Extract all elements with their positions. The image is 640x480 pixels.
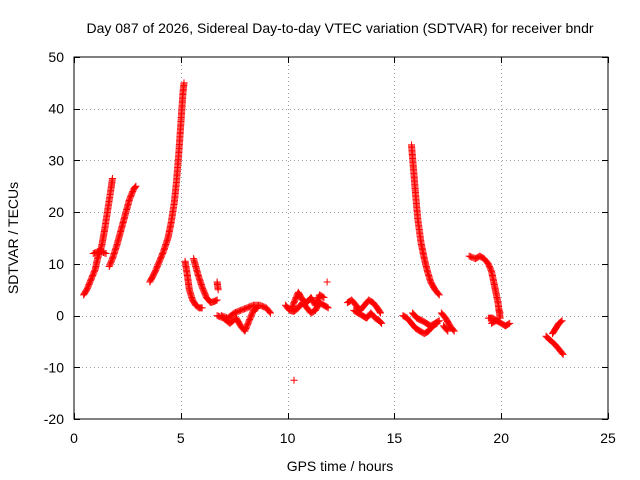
data-point xyxy=(491,317,499,325)
data-point xyxy=(434,290,442,298)
data-series-segment xyxy=(488,317,500,327)
data-series-segment xyxy=(290,376,298,384)
data-point xyxy=(131,183,139,191)
chart-title: Day 087 of 2026, Sidereal Day-to-day VTE… xyxy=(86,20,593,36)
data-series-segment xyxy=(181,257,206,312)
data-series-segment xyxy=(542,332,567,358)
data-series-segment xyxy=(437,309,458,335)
data-point xyxy=(132,182,140,190)
data-series-segment xyxy=(409,309,443,330)
data-point xyxy=(212,297,220,305)
data-series-segment xyxy=(343,296,385,317)
data-point xyxy=(558,349,566,357)
y-tick-label: 40 xyxy=(48,101,64,117)
data-series-segment xyxy=(190,255,221,307)
data-series-segment xyxy=(213,278,222,294)
data-point xyxy=(376,308,384,316)
data-point xyxy=(558,317,566,325)
data-series-segment xyxy=(89,247,110,258)
y-tick-label: -20 xyxy=(44,411,64,427)
data-point xyxy=(506,319,514,327)
data-point xyxy=(435,317,443,325)
data-series-segment xyxy=(80,175,116,299)
grid-lines xyxy=(74,57,608,419)
data-series-segment xyxy=(213,304,262,335)
y-tick-label: 50 xyxy=(48,49,64,65)
data-series-segment xyxy=(399,312,441,338)
data-point xyxy=(450,327,458,335)
data-point xyxy=(131,184,139,192)
data-series-segment xyxy=(146,79,188,286)
data-point xyxy=(449,326,457,334)
data-point xyxy=(320,293,328,301)
y-tick-label: 10 xyxy=(48,256,64,272)
data-point xyxy=(266,308,274,316)
data-point xyxy=(214,286,222,294)
y-axis-title: SDTVAR / TECUs xyxy=(5,182,21,294)
y-tick-label: 0 xyxy=(56,308,64,324)
data-point xyxy=(108,175,116,183)
data-point xyxy=(505,320,513,328)
data-point xyxy=(290,376,298,384)
data-point xyxy=(496,308,504,316)
data-series-segment xyxy=(288,288,328,312)
y-tick-label: 20 xyxy=(48,204,64,220)
data-series-segment xyxy=(440,322,452,335)
data-point xyxy=(102,250,110,258)
data-series-segment xyxy=(323,278,331,286)
data-series-segment xyxy=(495,306,504,317)
data-point xyxy=(101,249,109,257)
data-point xyxy=(324,304,332,312)
data-point xyxy=(443,326,451,334)
data-series-segment xyxy=(407,141,443,299)
data-point xyxy=(267,309,275,317)
data-point xyxy=(557,318,565,326)
x-tick-label: 20 xyxy=(493,430,509,446)
data-series-segment xyxy=(350,306,386,327)
x-tick-label: 0 xyxy=(70,430,78,446)
plot-frame xyxy=(73,56,609,420)
data-point xyxy=(444,327,452,335)
data-point xyxy=(323,303,331,311)
data-point xyxy=(559,350,567,358)
x-tick-label: 10 xyxy=(280,430,296,446)
y-tick-label: -10 xyxy=(44,359,64,375)
data-point xyxy=(492,317,500,325)
data-point xyxy=(377,318,385,326)
data-point xyxy=(496,309,504,317)
data-series-segment xyxy=(465,252,504,322)
data-point xyxy=(377,309,385,317)
data-point xyxy=(378,319,386,327)
data-point xyxy=(213,296,221,304)
x-axis-title: GPS time / hours xyxy=(287,458,394,474)
data-series-segment xyxy=(548,317,566,338)
y-tick-label: 30 xyxy=(48,152,64,168)
axis-ticks: 0 5 10 15 20 25 -20 -10 0 10 20 30 40 50 xyxy=(44,49,616,446)
x-tick-label: 15 xyxy=(387,430,403,446)
x-tick-label: 25 xyxy=(600,430,616,446)
data-point xyxy=(435,291,443,299)
data-point xyxy=(434,317,442,325)
data-point xyxy=(323,278,331,286)
x-tick-label: 5 xyxy=(177,430,185,446)
data-points xyxy=(80,79,567,384)
data-point xyxy=(376,318,384,326)
data-point xyxy=(319,293,327,301)
data-point xyxy=(180,79,188,87)
data-series-segment xyxy=(105,182,140,270)
data-point xyxy=(198,304,206,312)
data-series-segment xyxy=(217,301,275,322)
